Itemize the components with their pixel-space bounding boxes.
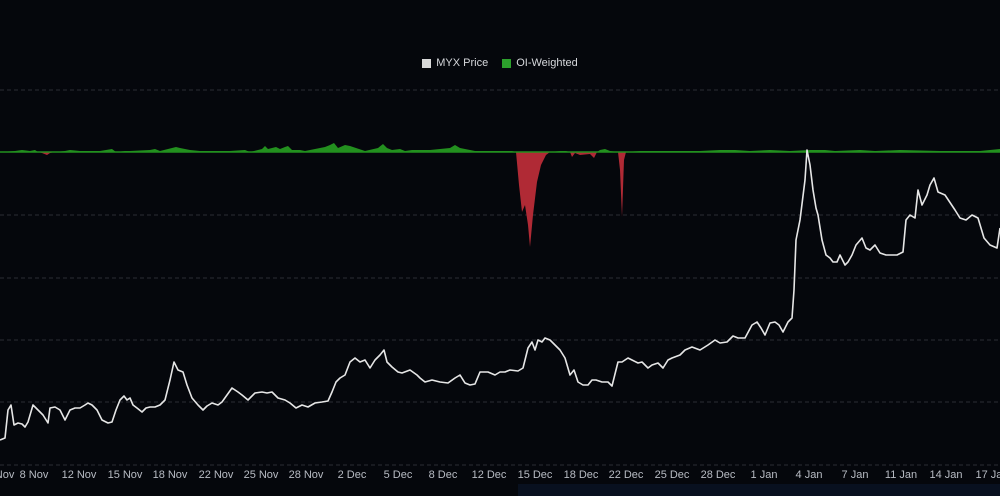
x-tick-label: 7 Jan [841,469,869,481]
legend-label-oi: OI-Weighted [516,57,578,69]
myx-price-line [0,149,1000,441]
x-tick-label: 12 Nov [61,469,97,481]
gridlines [0,89,1000,466]
x-tick-label: 15 Nov [107,469,143,481]
x-tick-label: 8 Nov [19,469,49,481]
x-tick-label: 15 Dec [517,469,553,481]
x-tick-label: 18 Dec [563,469,599,481]
oi-positive-fill [0,143,1000,152]
oi-negative-fill [0,152,1000,247]
x-tick-label: 17 Jan [975,469,1000,481]
legend-swatch-oi [502,58,512,68]
legend-item-myx-price[interactable]: MYX Price [422,57,488,69]
x-tick-label: 22 Nov [198,469,234,481]
legend-label-price: MYX Price [436,57,489,69]
chart-legend: MYX Price OI-Weighted [0,57,1000,69]
x-tick-label: 18 Nov [152,469,188,481]
x-tick-label: 14 Jan [929,469,963,481]
x-tick-label: 28 Nov [288,469,324,481]
oi-weighted-area [0,143,1000,247]
x-tick-label: 5 Dec [383,469,413,481]
range-navigator[interactable] [518,484,1000,496]
legend-swatch-price [422,58,432,68]
x-tick-label: 28 Dec [700,469,736,481]
x-tick-label: 25 Dec [654,469,690,481]
x-tick-label: 12 Dec [471,469,507,481]
x-tick-label: 5 Nov [0,469,15,481]
x-tick-label: 4 Jan [795,469,823,481]
x-tick-label: 22 Dec [608,469,644,481]
x-axis: 5 Nov 8 Nov 12 Nov 15 Nov 18 Nov 22 Nov 25 Nov… [0,469,1000,483]
x-tick-label: 8 Dec [428,469,458,481]
x-tick-label: 1 Jan [750,469,778,481]
x-tick-label: 25 Nov [243,469,279,481]
legend-item-oi-weighted[interactable]: OI-Weighted [502,57,578,69]
x-tick-label: 11 Jan [884,469,918,481]
x-tick-label: 2 Dec [337,469,367,481]
